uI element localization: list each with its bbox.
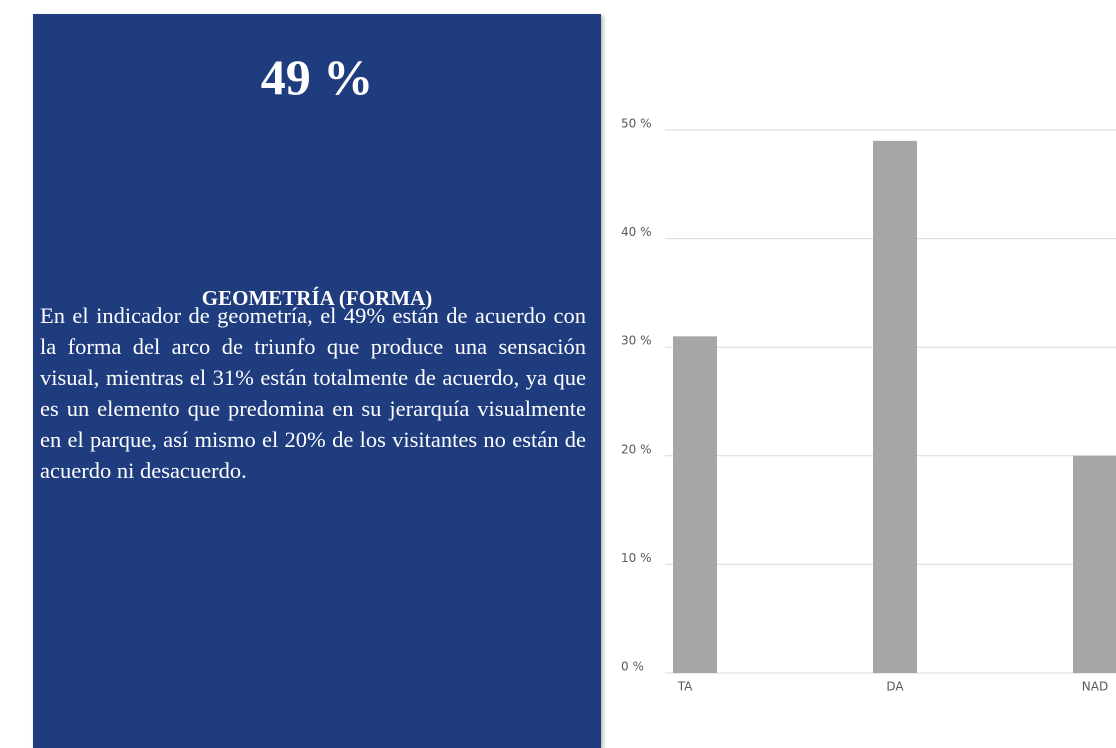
y-tick-label: 20 % (621, 442, 652, 456)
y-tick-label: 10 % (621, 551, 652, 565)
x-tick-label: TA (677, 680, 693, 694)
headline: 49 % (260, 49, 374, 105)
x-tick-label: NAD (1082, 680, 1108, 694)
y-tick-label: 50 % (621, 117, 652, 131)
y-tick-label: 30 % (621, 334, 652, 348)
y-tick-label: 0 % (621, 660, 644, 674)
heading: GEOMETRÍA (FORMA) (201, 286, 433, 310)
bar (673, 336, 717, 673)
description: En el indicador de geometría, el 49% est… (40, 303, 586, 483)
bar (873, 140, 917, 674)
info-panel: 49 % GEOMETRÍA (FORMA) En el indicador d… (33, 14, 601, 748)
bar (1073, 455, 1116, 673)
y-tick-label: 40 % (621, 225, 652, 239)
x-tick-label: DA (886, 680, 904, 694)
